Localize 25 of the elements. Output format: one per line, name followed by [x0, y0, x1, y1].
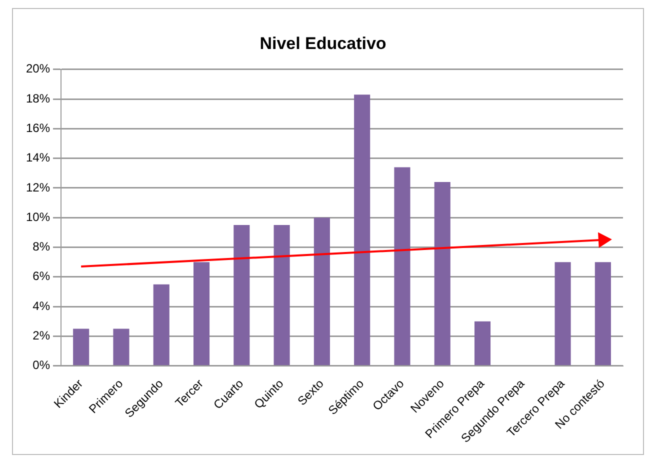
- bar: [234, 225, 250, 366]
- bar: [274, 225, 290, 366]
- bar: [354, 94, 370, 366]
- bar: [73, 328, 90, 366]
- y-tick-label: 14%: [26, 150, 50, 165]
- y-tick-label: 12%: [26, 180, 50, 194]
- y-tick-label: 4%: [32, 298, 50, 313]
- bar: [113, 328, 130, 366]
- chart-title: Nivel Educativo: [260, 34, 386, 53]
- y-tick-label: 10%: [26, 210, 50, 224]
- bar: [434, 182, 450, 366]
- y-tick-label: 2%: [32, 328, 50, 343]
- bar: [594, 262, 611, 366]
- y-tick-label: 20%: [26, 62, 50, 76]
- bar: [193, 262, 210, 366]
- y-tick-label: 0%: [32, 358, 50, 372]
- y-tick-label: 16%: [26, 121, 50, 135]
- bar: [394, 167, 410, 366]
- y-tick-label: 8%: [32, 240, 50, 254]
- bar: [474, 321, 491, 366]
- bar: [153, 284, 170, 366]
- bar: [314, 218, 330, 366]
- y-tick-label: 18%: [26, 91, 50, 106]
- bar: [554, 262, 571, 366]
- y-tick-label: 6%: [32, 269, 50, 284]
